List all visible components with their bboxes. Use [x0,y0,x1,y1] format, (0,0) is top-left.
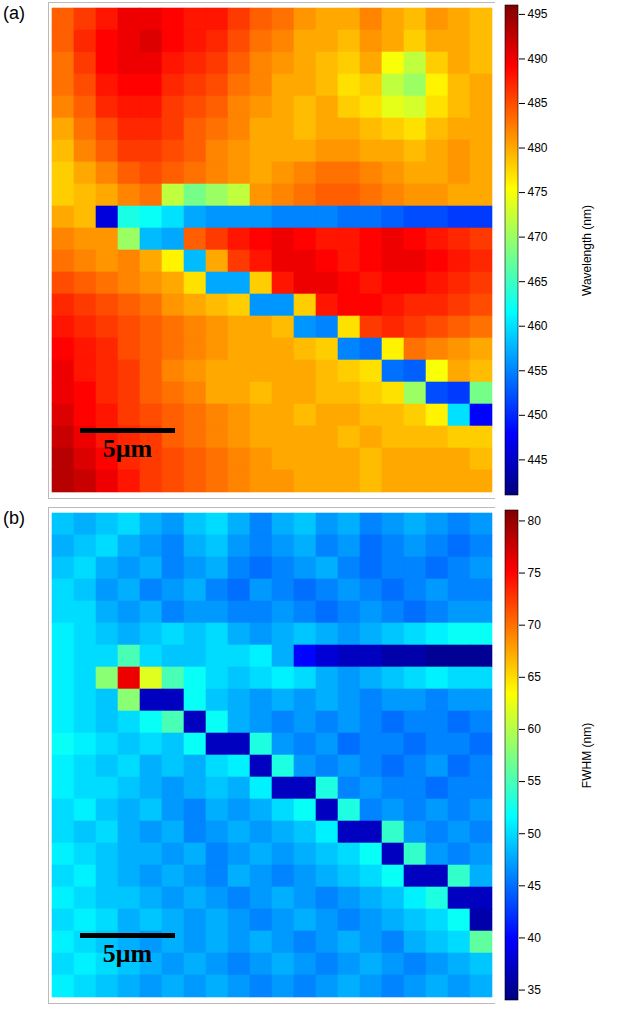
svg-text:465: 465 [528,275,548,289]
svg-text:75: 75 [528,566,542,580]
svg-text:50: 50 [528,827,542,841]
svg-text:40: 40 [528,931,542,945]
svg-text:490: 490 [528,52,548,66]
svg-text:480: 480 [528,141,548,155]
svg-text:460: 460 [528,319,548,333]
svg-text:60: 60 [528,722,542,736]
svg-text:470: 470 [528,230,548,244]
svg-text:55: 55 [528,774,542,788]
svg-text:455: 455 [528,364,548,378]
html-text:5μm: 5μm [102,939,153,968]
html-text:5μm: 5μm [102,434,153,463]
html-text:(b): (b) [3,508,25,528]
svg-text:65: 65 [528,670,542,684]
html-text:(a): (a) [3,3,25,23]
svg-text:35: 35 [528,983,542,997]
svg-text:45: 45 [528,879,542,893]
svg-text:485: 485 [528,96,548,110]
svg-text:475: 475 [528,185,548,199]
svg-text:80: 80 [528,514,542,528]
svg-text:450: 450 [528,408,548,422]
svg-text:70: 70 [528,618,542,632]
svg-text:445: 445 [528,453,548,467]
svg-text:495: 495 [528,7,548,21]
svg-text:Wavelength (nm): Wavelength (nm) [580,205,594,296]
svg-text:FWHM (nm): FWHM (nm) [580,723,594,788]
